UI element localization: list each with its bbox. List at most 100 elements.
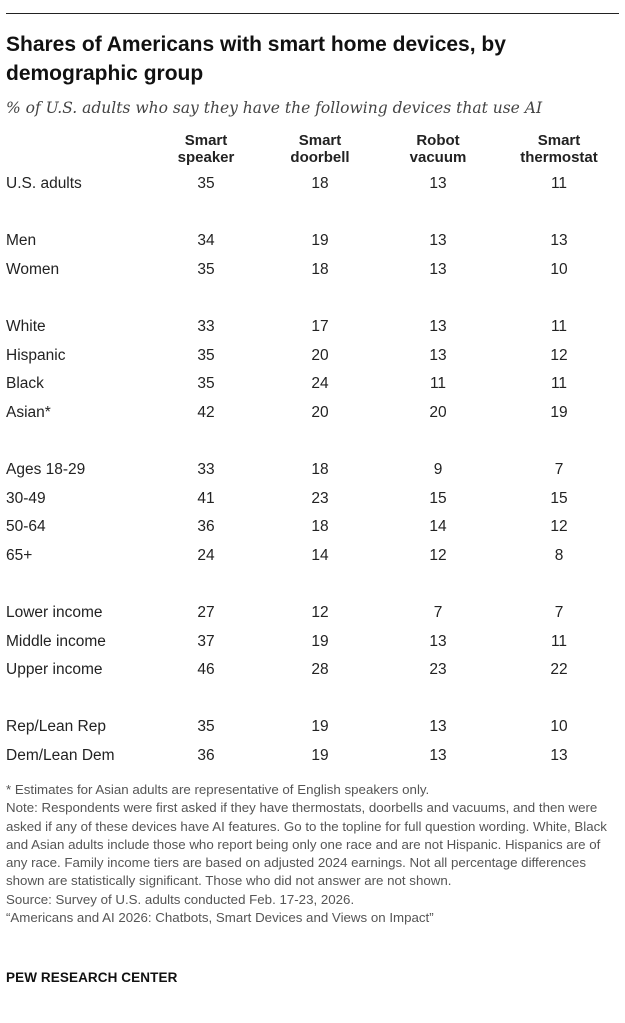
data-cell-thermostat: 7 <box>554 604 564 621</box>
table-row: Lower income 27 12 7 7 <box>0 601 625 625</box>
top-rule <box>6 13 619 14</box>
data-cell-speaker: 35 <box>197 375 215 392</box>
data-cell-thermostat: 7 <box>554 461 564 478</box>
table-row: Black 35 24 11 11 <box>0 372 625 396</box>
data-cell-doorbell: 19 <box>311 747 329 764</box>
column-header-line: thermostat <box>520 149 598 166</box>
column-header-speaker: Smart speaker <box>141 132 271 166</box>
row-label: White <box>6 318 46 335</box>
data-cell-speaker: 35 <box>197 261 215 278</box>
data-cell-speaker: 46 <box>197 661 215 678</box>
row-label: Lower income <box>6 604 103 621</box>
row-label: Rep/Lean Rep <box>6 718 106 735</box>
row-label: Asian* <box>6 404 51 421</box>
row-label: Men <box>6 232 37 249</box>
data-cell-doorbell: 17 <box>311 318 329 335</box>
footnotes: * Estimates for Asian adults are represe… <box>6 781 618 927</box>
table-row: White 33 17 13 11 <box>0 315 625 339</box>
data-cell-vacuum: 15 <box>429 490 447 507</box>
data-cell-thermostat: 12 <box>550 518 568 535</box>
data-cell-doorbell: 24 <box>311 375 329 392</box>
data-cell-speaker: 42 <box>197 404 215 421</box>
table-row: Men 34 19 13 13 <box>0 229 625 253</box>
data-cell-doorbell: 19 <box>311 232 329 249</box>
data-cell-doorbell: 19 <box>311 633 329 650</box>
source-note: Source: Survey of U.S. adults conducted … <box>6 891 355 907</box>
row-label: 65+ <box>6 547 33 564</box>
data-cell-vacuum: 13 <box>429 347 447 364</box>
table-row: Upper income 46 28 23 22 <box>0 658 625 682</box>
data-cell-vacuum: 23 <box>429 661 447 678</box>
column-header-line: Smart <box>298 132 342 149</box>
data-cell-thermostat: 13 <box>550 747 568 764</box>
column-header-line: doorbell <box>290 149 350 166</box>
data-cell-thermostat: 11 <box>550 375 568 392</box>
column-header-vacuum: Robot vacuum <box>373 132 503 166</box>
column-header-line: Robot <box>416 132 460 149</box>
data-cell-doorbell: 18 <box>311 261 329 278</box>
data-cell-doorbell: 28 <box>311 661 329 678</box>
column-header-thermostat: Smart thermostat <box>494 132 624 166</box>
data-cell-thermostat: 11 <box>550 175 568 192</box>
data-cell-doorbell: 20 <box>311 404 329 421</box>
row-label: Women <box>6 261 60 278</box>
table-row: U.S. adults 35 18 13 11 <box>0 172 625 196</box>
data-cell-vacuum: 20 <box>429 404 447 421</box>
data-cell-doorbell: 18 <box>311 461 329 478</box>
row-label: Upper income <box>6 661 103 678</box>
data-cell-speaker: 33 <box>197 318 215 335</box>
data-cell-speaker: 24 <box>197 547 215 564</box>
data-cell-speaker: 41 <box>197 490 215 507</box>
row-label: Ages 18-29 <box>6 461 86 478</box>
data-cell-thermostat: 19 <box>550 404 568 421</box>
row-label: 30-49 <box>6 490 46 507</box>
methodology-note: Note: Respondents were first asked if th… <box>6 800 607 889</box>
table-row: Asian* 42 20 20 19 <box>0 401 625 425</box>
data-cell-thermostat: 12 <box>550 347 568 364</box>
data-cell-vacuum: 14 <box>429 518 447 535</box>
row-label: Black <box>6 375 44 392</box>
data-cell-doorbell: 23 <box>311 490 329 507</box>
data-cell-speaker: 33 <box>197 461 215 478</box>
row-label: 50-64 <box>6 518 46 535</box>
data-cell-vacuum: 13 <box>429 232 447 249</box>
data-cell-doorbell: 18 <box>311 518 329 535</box>
table-row: 65+ 24 14 12 8 <box>0 544 625 568</box>
chart-title: Shares of Americans with smart home devi… <box>6 33 506 85</box>
data-cell-vacuum: 9 <box>433 461 443 478</box>
data-cell-vacuum: 13 <box>429 747 447 764</box>
data-cell-speaker: 37 <box>197 633 215 650</box>
data-cell-speaker: 34 <box>197 232 215 249</box>
data-cell-vacuum: 12 <box>429 547 447 564</box>
data-cell-thermostat: 22 <box>550 661 568 678</box>
data-cell-doorbell: 20 <box>311 347 329 364</box>
table-row: Rep/Lean Rep 35 19 13 10 <box>0 715 625 739</box>
column-header-line: Smart <box>184 132 228 149</box>
table-row: Ages 18-29 33 18 9 7 <box>0 458 625 482</box>
data-cell-doorbell: 12 <box>311 604 329 621</box>
data-cell-speaker: 35 <box>197 347 215 364</box>
data-cell-doorbell: 19 <box>311 718 329 735</box>
data-cell-vacuum: 13 <box>429 261 447 278</box>
data-cell-thermostat: 11 <box>550 318 568 335</box>
table-row: Hispanic 35 20 13 12 <box>0 344 625 368</box>
data-cell-doorbell: 18 <box>311 175 329 192</box>
data-cell-vacuum: 13 <box>429 633 447 650</box>
row-label: Middle income <box>6 633 106 650</box>
data-cell-speaker: 36 <box>197 747 215 764</box>
data-cell-thermostat: 8 <box>554 547 564 564</box>
table-row: Dem/Lean Dem 36 19 13 13 <box>0 744 625 768</box>
data-cell-vacuum: 7 <box>433 604 443 621</box>
row-label: U.S. adults <box>6 175 82 192</box>
data-cell-thermostat: 11 <box>550 633 568 650</box>
data-cell-vacuum: 13 <box>429 175 447 192</box>
chart-subtitle: % of U.S. adults who say they have the f… <box>6 99 543 117</box>
column-header-line: speaker <box>177 149 235 166</box>
data-cell-doorbell: 14 <box>311 547 329 564</box>
data-cell-thermostat: 10 <box>550 718 568 735</box>
column-header-line: vacuum <box>409 149 467 166</box>
data-cell-thermostat: 13 <box>550 232 568 249</box>
data-cell-thermostat: 15 <box>550 490 568 507</box>
table-row: Middle income 37 19 13 11 <box>0 630 625 654</box>
brand-logo-text: PEW RESEARCH CENTER <box>6 970 178 985</box>
